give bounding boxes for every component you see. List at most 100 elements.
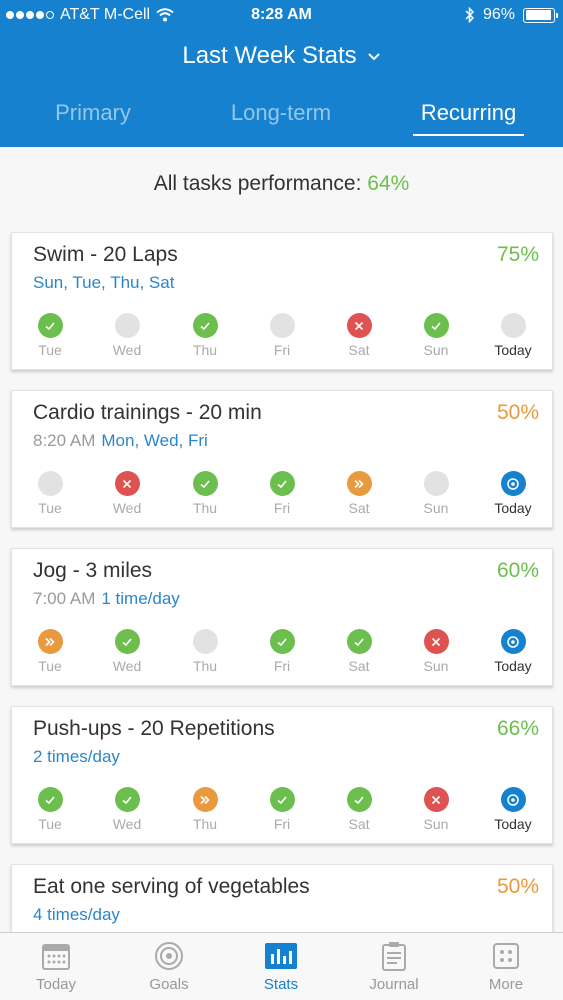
- task-percent: 50%: [496, 401, 539, 424]
- status-missed-circle: [423, 787, 449, 812]
- day-status[interactable]: Sat: [329, 471, 389, 516]
- day-status[interactable]: Fri: [252, 471, 312, 516]
- status-done-circle: [346, 629, 372, 654]
- task-percent: 60%: [496, 559, 539, 582]
- day-status[interactable]: Sat: [329, 787, 389, 832]
- check-icon: [431, 321, 441, 330]
- day-label: Sat: [348, 500, 370, 516]
- clipboard-icon: [382, 942, 406, 971]
- day-status[interactable]: Wed: [97, 313, 157, 358]
- day-status[interactable]: Sat: [329, 313, 389, 358]
- cross-icon: [354, 321, 364, 330]
- day-status[interactable]: Sun: [406, 787, 466, 832]
- tabbar-item-journal[interactable]: Journal: [349, 941, 439, 993]
- day-label: Wed: [112, 500, 142, 516]
- day-label: Sun: [423, 342, 449, 358]
- day-status[interactable]: Thu: [175, 787, 235, 832]
- task-card[interactable]: Cardio trainings - 20 min 50% 8:20 AM Mon, …: [11, 390, 553, 528]
- header: AT&T M-Cell 8:28 AM 96% Last Week Stats …: [0, 0, 563, 147]
- cross-icon: [431, 795, 441, 804]
- day-status[interactable]: Tue: [20, 471, 80, 516]
- day-status[interactable]: Fri: [252, 787, 312, 832]
- check-icon: [354, 795, 364, 804]
- tab-recurring[interactable]: Recurring: [413, 100, 524, 136]
- bar-chart-icon: [265, 943, 297, 969]
- status-done-circle: [114, 629, 140, 654]
- today-dot-icon: [507, 635, 519, 648]
- tabbar-item-stats[interactable]: Stats: [236, 941, 326, 993]
- day-label: Sun: [423, 658, 449, 674]
- task-time: 8:20 AM: [33, 431, 96, 450]
- tabbar-item-more[interactable]: More: [461, 941, 551, 993]
- task-title: Jog - 3 miles: [33, 559, 153, 582]
- status-none-circle: [269, 313, 295, 338]
- tabbar-label-journal: Journal: [369, 976, 419, 993]
- tabbar-item-goals[interactable]: Goals: [124, 941, 214, 993]
- task-schedule: 1 time/day: [101, 589, 180, 608]
- day-status[interactable]: Thu: [175, 629, 235, 674]
- day-status[interactable]: Fri: [252, 313, 312, 358]
- task-schedule: 4 times/day: [33, 905, 120, 924]
- task-schedule: Mon, Wed, Fri: [101, 431, 208, 450]
- category-tabs: Primary Long-term Recurring: [0, 100, 563, 140]
- tab-long-term[interactable]: Long-term: [230, 100, 332, 125]
- wifi-icon: [156, 8, 174, 22]
- check-icon: [122, 637, 132, 646]
- day-status[interactable]: Today: [483, 313, 543, 358]
- status-done-circle: [269, 629, 295, 654]
- day-label: Today: [494, 816, 532, 832]
- today-dot-icon: [507, 793, 519, 806]
- day-status[interactable]: Thu: [175, 313, 235, 358]
- performance-label: All tasks performance:: [153, 172, 362, 195]
- day-status[interactable]: Sun: [406, 313, 466, 358]
- day-label: Sat: [348, 816, 370, 832]
- check-icon: [277, 479, 287, 488]
- task-card[interactable]: Swim - 20 Laps 75% Sun, Tue, Thu, Sat Tue We…: [11, 232, 553, 370]
- day-status[interactable]: Sun: [406, 471, 466, 516]
- day-status[interactable]: Today: [483, 471, 543, 516]
- task-schedule-row: 7:00 AM 1 time/day: [33, 589, 180, 609]
- day-status[interactable]: Tue: [20, 313, 80, 358]
- day-status[interactable]: Today: [483, 787, 543, 832]
- day-label: Sun: [423, 816, 449, 832]
- day-status[interactable]: Today: [483, 629, 543, 674]
- day-status[interactable]: Sun: [406, 629, 466, 674]
- day-status[interactable]: Sat: [329, 629, 389, 674]
- tabbar-item-today[interactable]: Today: [11, 941, 101, 993]
- task-card[interactable]: Push-ups - 20 Repetitions 66% 2 times/day T…: [11, 706, 553, 844]
- status-bar: AT&T M-Cell 8:28 AM 96%: [0, 0, 563, 30]
- target-icon: [155, 942, 183, 970]
- today-dot-icon: [507, 477, 519, 490]
- day-status[interactable]: Wed: [97, 471, 157, 516]
- status-skipped-circle: [346, 471, 372, 496]
- status-today-circle: [500, 787, 526, 812]
- day-label: Thu: [192, 500, 218, 516]
- day-status[interactable]: Wed: [97, 629, 157, 674]
- clock: 8:28 AM: [251, 6, 312, 23]
- battery-icon: [523, 7, 558, 23]
- day-label: Tue: [38, 816, 62, 832]
- task-schedule-row: Sun, Tue, Thu, Sat: [33, 273, 174, 293]
- task-card[interactable]: Jog - 3 miles 60% 7:00 AM 1 time/day Tue Wed T…: [11, 548, 553, 686]
- task-schedule-row: 2 times/day: [33, 747, 120, 767]
- day-status[interactable]: Tue: [20, 629, 80, 674]
- status-none-circle: [423, 471, 449, 496]
- tabbar-label-today: Today: [35, 976, 77, 993]
- day-status[interactable]: Thu: [175, 471, 235, 516]
- period-selector[interactable]: Last Week Stats: [0, 42, 563, 70]
- chevron-down-icon: [367, 52, 380, 60]
- day-label: Tue: [38, 342, 62, 358]
- day-label: Today: [494, 658, 532, 674]
- task-title: Swim - 20 Laps: [33, 243, 178, 266]
- day-status[interactable]: Fri: [252, 629, 312, 674]
- check-icon: [122, 795, 132, 804]
- status-missed-circle: [114, 471, 140, 496]
- day-status[interactable]: Tue: [20, 787, 80, 832]
- tab-primary[interactable]: Primary: [55, 100, 131, 125]
- day-status[interactable]: Wed: [97, 787, 157, 832]
- tabbar-label-goals: Goals: [149, 976, 189, 993]
- tab-bar: Today Goals Stats: [0, 932, 563, 1000]
- status-skipped-circle: [37, 629, 63, 654]
- cross-icon: [122, 479, 132, 488]
- day-label: Wed: [112, 342, 142, 358]
